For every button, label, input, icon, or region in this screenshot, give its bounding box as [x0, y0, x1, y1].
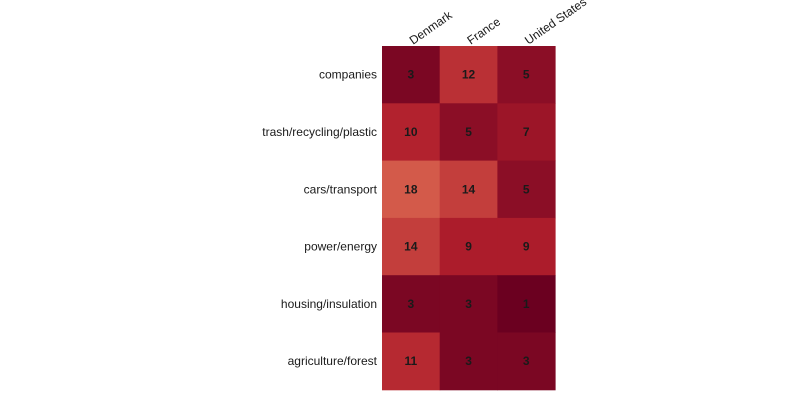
cell-value-label: 3 [408, 297, 415, 311]
cell-value-label: 5 [523, 182, 530, 196]
cell-value-label: 3 [465, 297, 472, 311]
heatmap-cell-companies-france [439, 46, 498, 104]
column-label-france: France [464, 14, 503, 47]
heatmap-cell-housing-insulation-denmark [382, 275, 441, 333]
heatmap-cell-power-energy-france [439, 217, 498, 276]
cell-value-label: 14 [462, 182, 476, 196]
heatmap-cell-companies-denmark [382, 46, 441, 104]
heatmap-cell-agriculture-forest-united-states [497, 332, 556, 391]
cell-value-label: 18 [404, 182, 418, 196]
heatmap-cell-housing-insulation-france [439, 275, 498, 333]
cell-value-label: 5 [523, 68, 530, 82]
cell-value-label: 9 [465, 240, 472, 254]
cell-value-label: 9 [523, 240, 530, 254]
cell-value-label: 3 [408, 68, 415, 82]
row-labels: companies trash/recycling/plastic cars/tra… [262, 68, 378, 368]
column-label-united-states: United States [522, 0, 589, 47]
cell-value-label: 1 [523, 297, 530, 311]
heatmap-cell-power-energy-united-states [497, 217, 556, 276]
cell-value-label: 3 [465, 354, 472, 368]
heatmap-cell-housing-insulation-united-states [497, 275, 556, 333]
cell-value-label: 3 [523, 354, 530, 368]
row-label-cars-transport: cars/transport [304, 182, 378, 196]
row-label-trash-recycling-plastic: trash/recycling/plastic [262, 125, 377, 139]
heatmap-cell-trash-recycling-plastic-united-states [497, 103, 556, 162]
heatmap-cell-trash-recycling-plastic-france [439, 103, 498, 162]
heatmap-cell-cars-transport-denmark [382, 160, 441, 219]
cell-value-label: 14 [404, 240, 418, 254]
cell-value-label: 5 [465, 125, 472, 139]
row-label-housing-insulation: housing/insulation [281, 297, 377, 311]
row-label-companies: companies [319, 68, 377, 82]
cell-value-label: 11 [405, 354, 418, 368]
heatmap-cell-power-energy-denmark [382, 217, 441, 276]
cell-value-label: 10 [404, 125, 418, 139]
heatmap-cell-agriculture-forest-france [439, 332, 498, 391]
row-label-power-energy: power/energy [304, 240, 377, 254]
heatmap-cell-cars-transport-france [439, 160, 498, 219]
heatmap-cell-trash-recycling-plastic-denmark [382, 103, 441, 162]
column-labels: Denmark France United States [407, 0, 589, 47]
heatmap-cell-cars-transport-united-states [497, 160, 556, 219]
column-label-denmark: Denmark [407, 7, 456, 47]
heatmap-cell-companies-united-states [497, 46, 556, 104]
heatmap-cell-agriculture-forest-denmark [382, 332, 441, 391]
cell-value-label: 12 [462, 68, 476, 82]
row-label-agriculture-forest: agriculture/forest [288, 354, 378, 368]
heatmap-cells: 3 12 510 5 718 14 514 9 93 3 111 3 3 [382, 46, 556, 391]
cell-value-label: 7 [523, 125, 530, 139]
